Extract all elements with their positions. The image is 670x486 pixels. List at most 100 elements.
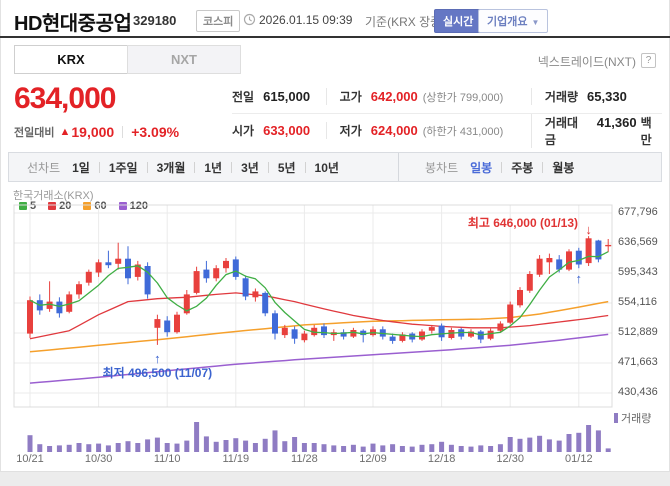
quote-field-extra: (하한가 431,000) bbox=[422, 126, 504, 138]
option-divider bbox=[542, 161, 544, 173]
quote-info-cell: 거래량 65,330 bbox=[530, 88, 662, 105]
quote-field-label: 거래대금 bbox=[544, 115, 579, 147]
option-divider bbox=[267, 161, 269, 173]
quote-field-label: 거래량 bbox=[544, 90, 579, 104]
stock-chart[interactable]: 최고 646,000 (01/13) ↓ ↑ 최저 496,500 (11/07) ↑ bbox=[0, 190, 670, 470]
option-divider bbox=[501, 161, 503, 173]
header-divider bbox=[0, 36, 670, 38]
ma-legend-label: 20 bbox=[59, 200, 72, 212]
ma-legend-item: 120 bbox=[118, 200, 148, 212]
x-axis-tick: 11/19 bbox=[222, 453, 250, 465]
period-option-4[interactable]: 1년 bbox=[204, 160, 223, 175]
quote-field-label: 고가 bbox=[339, 90, 362, 104]
svg-text:최고 646,000 (01/13): 최고 646,000 (01/13) bbox=[468, 215, 578, 230]
ma-swatch-icon bbox=[19, 202, 27, 210]
y-axis-tick: 471,663 bbox=[618, 356, 658, 368]
line-chart-options: 선차트 1일 1주일 3개월 1년 3년 5년 10년 bbox=[9, 153, 398, 181]
option-divider bbox=[304, 161, 306, 173]
current-price: 634,000 bbox=[14, 82, 116, 115]
page-title: HD현대중공업 bbox=[14, 13, 132, 35]
change-percent: +3.09% bbox=[131, 124, 180, 140]
realtime-button[interactable]: 실시간 bbox=[434, 9, 483, 33]
quote-info-cell: 저가 624,000 (하한가 431,000) bbox=[325, 122, 531, 139]
quote-info-row: 전일 615,000 고가 642,000 (상한가 799,000) 거래량 65,330 bbox=[232, 80, 662, 113]
period-option-5[interactable]: 3년 bbox=[241, 160, 259, 175]
clock-icon bbox=[243, 13, 256, 31]
stock-code: 329180 bbox=[133, 13, 177, 28]
option-divider bbox=[98, 161, 100, 173]
option-divider bbox=[194, 161, 196, 173]
candle-chart-label: 봉차트 bbox=[425, 160, 459, 175]
change-divider bbox=[122, 126, 124, 138]
y-axis-tick: 595,343 bbox=[618, 266, 658, 278]
tab-nxt[interactable]: NXT bbox=[127, 45, 241, 74]
quote-info-row: 시가 633,000 저가 624,000 (하한가 431,000) 거래대금 41,36… bbox=[232, 113, 662, 148]
market-badge: 코스피 bbox=[196, 10, 241, 32]
period-option-1[interactable]: 1일 bbox=[72, 160, 90, 175]
y-axis-tick: 430,436 bbox=[618, 386, 658, 398]
volume-bar-icon bbox=[614, 413, 618, 423]
ma-legend: 5 20 60 120 bbox=[19, 200, 160, 212]
quote-timestamp: 2026.01.15 09:39 bbox=[259, 13, 353, 27]
quote-field-label: 시가 bbox=[232, 124, 255, 138]
x-axis-tick: 12/30 bbox=[496, 453, 524, 465]
ma-legend-item: 20 bbox=[48, 200, 71, 212]
ma-swatch-icon bbox=[48, 202, 57, 210]
period-option-7[interactable]: 10년 bbox=[314, 160, 339, 175]
quote-field-label: 전일 bbox=[232, 90, 255, 104]
svg-text:↑: ↑ bbox=[154, 351, 161, 366]
candle-option-1[interactable]: 일봉 bbox=[470, 160, 493, 175]
quote-field-value: 624,000 bbox=[370, 123, 418, 138]
option-divider bbox=[146, 161, 148, 173]
ma-legend-label: 60 bbox=[94, 200, 107, 212]
ma-legend-item: 5 bbox=[19, 200, 36, 212]
quote-info-cell: 고가 642,000 (상한가 799,000) bbox=[325, 88, 531, 105]
x-axis-tick: 10/30 bbox=[84, 453, 113, 465]
period-option-3[interactable]: 3개월 bbox=[156, 160, 186, 175]
candle-chart-options: 봉차트 일봉 주봉 월봉 bbox=[398, 153, 661, 181]
quote-field-value: 642,000 bbox=[370, 89, 418, 104]
period-option-2[interactable]: 1주일 bbox=[108, 160, 138, 175]
quote-field-extra: (상한가 799,000) bbox=[422, 92, 504, 104]
quote-info-table: 전일 615,000 고가 642,000 (상한가 799,000) 거래량 65,330… bbox=[232, 80, 662, 148]
tab-krx[interactable]: KRX bbox=[14, 45, 128, 74]
price-change-row: 전일대비 ▲ 19,000 +3.09% bbox=[14, 124, 179, 140]
volume-legend: 거래량 bbox=[614, 410, 651, 426]
chevron-down-icon: ▼ bbox=[531, 18, 540, 27]
bottom-strip bbox=[0, 471, 670, 486]
line-chart-label: 선차트 bbox=[27, 160, 61, 175]
y-axis-tick: 636,569 bbox=[618, 236, 658, 248]
y-axis-tick: 512,889 bbox=[618, 326, 658, 338]
change-value: 19,000 bbox=[71, 124, 115, 140]
x-axis-tick: 12/09 bbox=[359, 453, 387, 465]
x-axis-tick: 11/10 bbox=[153, 453, 181, 465]
company-overview-label: 기업개요 bbox=[487, 16, 528, 28]
x-axis-tick: 12/18 bbox=[427, 453, 456, 465]
quote-field-value: 633,000 bbox=[263, 123, 311, 138]
svg-text:↑: ↑ bbox=[576, 271, 583, 286]
header: HD현대중공업 329180 코스피 2026.01.15 09:39 기준(K… bbox=[0, 0, 670, 36]
x-axis-tick: 10/21 bbox=[16, 453, 44, 465]
ma-legend-item: 60 bbox=[83, 200, 107, 212]
company-overview-button[interactable]: 기업개요 ▼ bbox=[478, 9, 549, 33]
candle-option-3[interactable]: 월봉 bbox=[552, 160, 575, 175]
help-icon[interactable]: ? bbox=[641, 53, 656, 68]
x-axis-tick: 11/28 bbox=[291, 453, 318, 465]
period-option-6[interactable]: 5년 bbox=[277, 160, 296, 175]
candle-option-2[interactable]: 주봉 bbox=[511, 160, 534, 175]
quote-info-cell: 전일 615,000 bbox=[232, 88, 326, 105]
quote-field-label: 저가 bbox=[339, 124, 362, 138]
ma-swatch-icon bbox=[83, 202, 92, 210]
quote-field-value: 65,330 bbox=[587, 89, 627, 104]
change-label: 전일대비 bbox=[14, 127, 55, 139]
chart-source-label: 한국거래소(KRX) bbox=[13, 190, 94, 202]
quote-info-cell: 거래대금 41,360 백만 bbox=[530, 113, 662, 148]
quote-field-suffix: 백만 bbox=[640, 115, 652, 147]
y-axis-tick: 554,116 bbox=[618, 296, 657, 308]
ma-legend-label: 120 bbox=[129, 200, 148, 212]
y-axis-tick: 677,796 bbox=[618, 206, 658, 218]
nextrade-link[interactable]: 넥스트레이드(NXT) bbox=[537, 55, 636, 69]
quote-field-value: 41,360 bbox=[596, 114, 637, 130]
page-left-border bbox=[0, 0, 1, 485]
